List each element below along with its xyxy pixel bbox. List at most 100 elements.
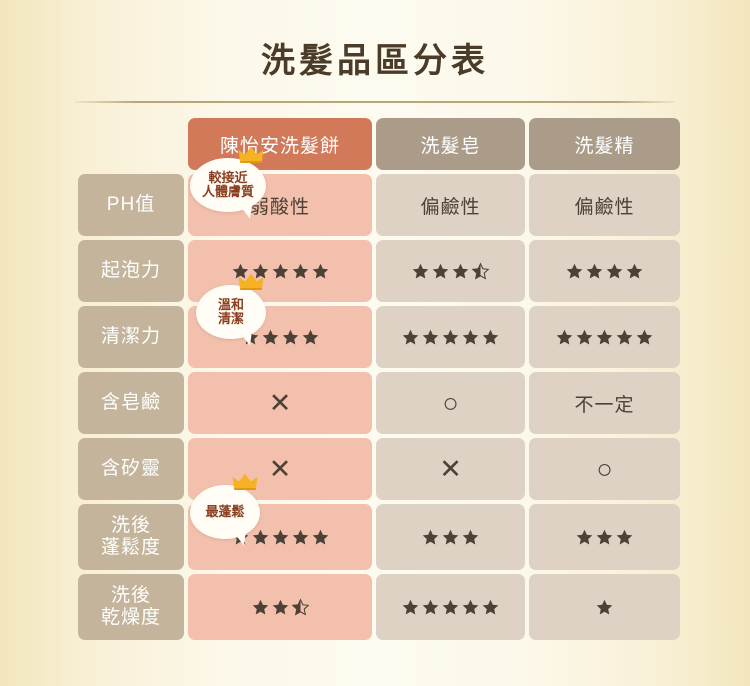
- mark-symbol: ○: [596, 453, 613, 484]
- star-full: [441, 328, 460, 347]
- title-divider: [75, 101, 675, 103]
- cell-shampoo[interactable]: [529, 306, 680, 368]
- cell-soap[interactable]: [376, 574, 525, 640]
- star-rating: [575, 528, 634, 547]
- row-label: PH值: [78, 174, 184, 236]
- star-full: [441, 528, 460, 547]
- star-full: [565, 262, 584, 281]
- star-rating: [565, 262, 644, 281]
- cell-soap[interactable]: ○: [376, 372, 525, 434]
- header-cell-shampoo[interactable]: 洗髮精: [529, 118, 680, 170]
- star-full: [401, 328, 420, 347]
- cell-text: 偏鹼性: [420, 196, 481, 218]
- row-label-line: 蓬鬆度: [100, 537, 161, 558]
- star-full: [411, 262, 430, 281]
- star-full: [251, 598, 270, 617]
- star-half: [291, 598, 310, 617]
- cell-product[interactable]: 較接近 人體膚質 弱酸性: [188, 146, 372, 236]
- mark-symbol: ✕: [268, 453, 292, 484]
- cell-product[interactable]: ✕: [188, 438, 372, 500]
- cell-shampoo[interactable]: [529, 504, 680, 570]
- table-row: 洗後 蓬鬆度 最蓬鬆: [78, 473, 680, 570]
- mark-symbol: ○: [442, 387, 459, 418]
- row-label-line: 含皂鹼: [100, 391, 161, 413]
- cell-soap[interactable]: [376, 504, 525, 570]
- cell-product[interactable]: [188, 574, 372, 640]
- cell-product[interactable]: [188, 240, 372, 302]
- star-full: [461, 598, 480, 617]
- star-rating: [251, 598, 310, 617]
- star-full: [575, 328, 594, 347]
- star-full: [585, 262, 604, 281]
- cell-text: 不一定: [574, 394, 635, 416]
- row-label-line: 洗後: [110, 514, 151, 536]
- table-row: PH值 較接近 人體膚質 弱酸性偏鹼性 偏鹼性: [78, 146, 680, 236]
- badge-text: 最蓬鬆: [205, 503, 245, 519]
- row-label: 洗後 乾燥度: [78, 574, 184, 640]
- star-full: [291, 262, 310, 281]
- table-row: 起泡力: [78, 240, 680, 302]
- star-full: [311, 262, 330, 281]
- star-full: [481, 328, 500, 347]
- star-full: [461, 328, 480, 347]
- star-rating: [595, 598, 614, 617]
- star-full: [301, 328, 320, 347]
- table-row: 洗後 乾燥度: [78, 574, 680, 640]
- cell-product[interactable]: 最蓬鬆: [188, 473, 372, 570]
- row-label: 起泡力: [78, 240, 184, 302]
- star-full: [441, 598, 460, 617]
- badge-text: 較接近 人體膚質: [201, 169, 254, 199]
- comparison-table: 陳怡安洗髮餅 洗髮皂 洗髮精 PH值 較接近 人體膚質 弱酸性 偏鹼性 偏鹼性 起泡力 清潔…: [78, 118, 680, 644]
- highlight-badge: 最蓬鬆: [190, 473, 260, 539]
- star-full: [635, 328, 654, 347]
- star-half: [471, 262, 490, 281]
- highlight-badge: 較接近 人體膚質: [190, 146, 266, 212]
- row-label-line: 乾燥度: [100, 607, 161, 628]
- star-full: [231, 262, 250, 281]
- header-cell-soap[interactable]: 洗髮皂: [376, 118, 525, 170]
- mark-symbol: ✕: [439, 453, 462, 484]
- cell-shampoo[interactable]: ○: [529, 438, 680, 500]
- star-full: [615, 328, 634, 347]
- star-rating: [401, 328, 500, 347]
- star-full: [451, 262, 470, 281]
- cell-soap[interactable]: [376, 240, 525, 302]
- star-rating: [231, 262, 330, 281]
- cell-product[interactable]: 溫和 清潔: [188, 273, 372, 368]
- star-full: [605, 262, 624, 281]
- row-label-line: PH值: [106, 193, 156, 215]
- mark-symbol: ✕: [268, 387, 292, 418]
- cell-shampoo[interactable]: 不一定: [529, 372, 680, 434]
- table-row: 含皂鹼 ✕ ○ 不一定: [78, 372, 680, 434]
- crown-icon: [238, 146, 264, 163]
- cell-text: 偏鹼性: [574, 196, 635, 218]
- star-full: [421, 598, 440, 617]
- cell-shampoo[interactable]: 偏鹼性: [529, 174, 680, 236]
- cell-soap[interactable]: [376, 306, 525, 368]
- star-full: [615, 528, 634, 547]
- star-full: [595, 528, 614, 547]
- star-full: [461, 528, 480, 547]
- star-full: [271, 598, 290, 617]
- star-full: [625, 262, 644, 281]
- star-full: [261, 328, 280, 347]
- star-full: [251, 262, 270, 281]
- star-full: [271, 262, 290, 281]
- cell-soap[interactable]: ✕: [376, 438, 525, 500]
- row-label: 洗後 蓬鬆度: [78, 504, 184, 570]
- row-label: 含皂鹼: [78, 372, 184, 434]
- star-rating: [421, 528, 480, 547]
- cell-shampoo[interactable]: [529, 574, 680, 640]
- star-full: [251, 528, 270, 547]
- star-full: [421, 328, 440, 347]
- cell-shampoo[interactable]: [529, 240, 680, 302]
- crown-icon: [232, 473, 258, 490]
- crown-icon: [238, 273, 264, 290]
- star-full: [311, 528, 330, 547]
- cell-product[interactable]: ✕: [188, 372, 372, 434]
- star-rating: [555, 328, 654, 347]
- cell-soap[interactable]: 偏鹼性: [376, 174, 525, 236]
- star-full: [291, 528, 310, 547]
- star-full: [271, 528, 290, 547]
